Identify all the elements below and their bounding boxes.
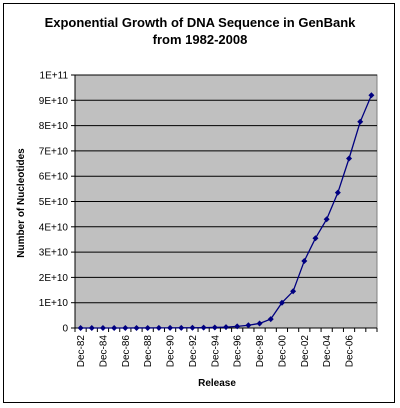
y-tick-label: 8E+10 [39, 121, 69, 132]
data-point [301, 257, 308, 264]
data-point [167, 324, 174, 331]
y-tick-label: 3E+10 [39, 248, 69, 259]
x-tick-labels: Dec-82 Dec-84 Dec-86 Dec-88 Dec-90 Dec-92 Dec-… [76, 335, 355, 368]
y-tick-label: 9E+10 [39, 96, 69, 107]
data-point [334, 189, 341, 196]
data-point [223, 324, 229, 331]
data-points [77, 92, 375, 331]
x-tick-label: Dec-86 [121, 335, 132, 368]
data-point [245, 322, 252, 329]
data-point [155, 324, 162, 331]
gridlines [75, 74, 377, 304]
chart-title-line-1: Exponential Growth of DNA Sequence in Ge… [45, 15, 357, 30]
data-point [200, 324, 207, 331]
y-tick-label: 5E+10 [39, 197, 69, 208]
data-point [323, 216, 330, 223]
data-point [346, 155, 353, 162]
x-tick-label: Dec-82 [76, 335, 87, 368]
x-tick-label: Dec-88 [143, 335, 154, 368]
x-tick-label: Dec-92 [188, 335, 199, 368]
data-point [88, 324, 95, 331]
x-tick-label: Dec-02 [300, 335, 311, 368]
x-tick-label: Dec-90 [166, 335, 177, 368]
y-tick-label: 1E+11 [40, 71, 69, 82]
data-point [234, 323, 241, 330]
y-tick-label: 7E+10 [39, 146, 69, 157]
y-tick-label: 2E+10 [39, 273, 69, 284]
data-point [144, 324, 151, 331]
x-tick-label: Dec-00 [277, 335, 288, 368]
data-point [357, 118, 364, 125]
chart-title-line-2: from 1982-2008 [153, 32, 248, 47]
y-tick-label: 0 [62, 324, 68, 335]
x-tick-label: Dec-96 [233, 335, 244, 368]
data-point [312, 235, 319, 242]
y-tick-label: 1E+10 [39, 298, 69, 309]
x-tick-label: Dec-04 [322, 335, 333, 368]
data-point [122, 324, 129, 331]
data-point [211, 324, 218, 331]
x-tick-label: Dec-98 [255, 335, 266, 368]
y-tick-label: 4E+10 [39, 222, 69, 233]
data-point [189, 324, 196, 331]
data-point [256, 320, 263, 327]
y-tick-labels: 0 1E+10 2E+10 3E+10 4E+10 5E+10 6E+10 7E+10 8E+1… [39, 71, 69, 335]
data-point [133, 324, 140, 331]
x-tick-label: Dec-94 [210, 335, 221, 368]
data-point [290, 288, 297, 295]
data-point [278, 299, 285, 306]
y-tick-label: 6E+10 [39, 172, 69, 183]
x-tick-label: Dec-06 [345, 335, 356, 368]
data-point [368, 92, 375, 99]
x-tick-label: Dec-84 [98, 335, 109, 368]
data-point [99, 324, 106, 331]
data-point [178, 324, 185, 331]
data-point [267, 316, 274, 323]
x-axis-title: Release [198, 378, 236, 389]
y-axis-title: Number of Nucleotides [16, 148, 27, 258]
data-point [77, 325, 84, 331]
data-point [111, 324, 118, 331]
